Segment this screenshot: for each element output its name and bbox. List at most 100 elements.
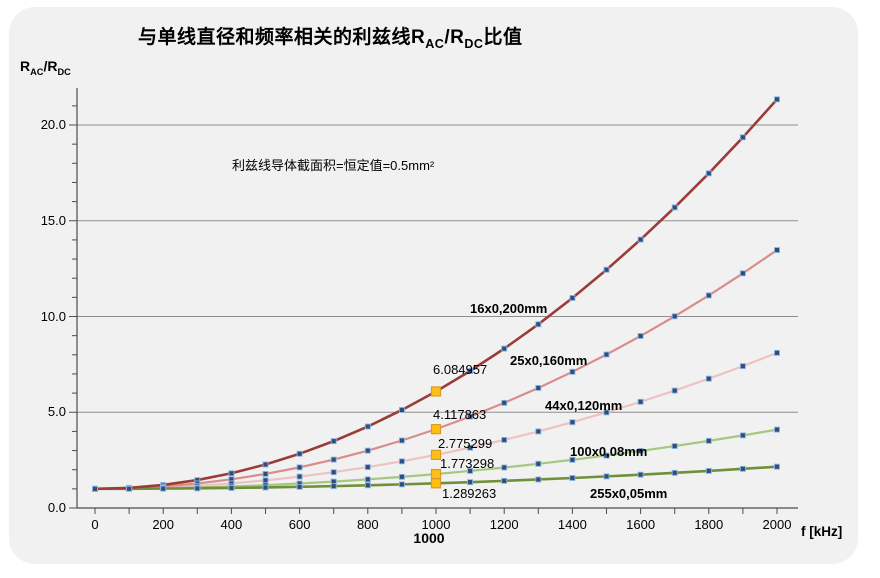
series-name-label-25x0,160mm: 25x0,160mm [510, 353, 588, 368]
marker-25x0,160mm-1700 [671, 313, 678, 320]
highlight-frequency-callout: 1000 [405, 529, 453, 548]
marker-44x0,120mm-1600 [637, 398, 644, 405]
highlight-marker-255x0,05mm [430, 478, 442, 489]
marker-255x0,05mm-300 [194, 485, 201, 492]
marker-255x0,05mm-1500 [603, 473, 610, 480]
series-value-label-25x0,160mm: 4.117863 [433, 407, 487, 422]
series-value-label-255x0,05mm: 1.289263 [442, 486, 497, 501]
marker-100x0,08mm-1900 [739, 432, 746, 439]
marker-25x0,160mm-700 [330, 456, 337, 463]
marker-100x0,08mm-1700 [671, 443, 678, 449]
marker-44x0,120mm-700 [330, 469, 337, 476]
marker-255x0,05mm-1400 [569, 475, 576, 481]
chart-title-prefix: 与单线直径和频率相关的利兹线 [138, 27, 412, 48]
marker-44x0,120mm-1500 [603, 409, 610, 416]
marker-44x0,120mm-900 [398, 458, 405, 465]
marker-255x0,05mm-1600 [637, 471, 644, 478]
marker-44x0,120mm-1900 [739, 363, 746, 370]
marker-16x0,200mm-500 [262, 461, 269, 468]
chart-title-suffix: 比值 [483, 27, 523, 48]
marker-100x0,08mm-800 [364, 476, 371, 483]
marker-44x0,120mm-1100 [467, 444, 474, 451]
y-axis-title: RAC/RDC [20, 58, 71, 77]
marker-16x0,200mm-600 [296, 450, 303, 457]
marker-16x0,200mm-1600 [637, 236, 644, 243]
marker-16x0,200mm-1500 [603, 266, 610, 273]
marker-25x0,160mm-1100 [467, 413, 474, 420]
marker-255x0,05mm-1800 [705, 467, 712, 474]
marker-25x0,160mm-1300 [535, 384, 542, 391]
x-tick-label-2000: 2000 [762, 517, 792, 532]
x-tick-label-600: 600 [288, 517, 311, 532]
marker-100x0,08mm-900 [398, 473, 405, 480]
marker-44x0,120mm-500 [262, 477, 269, 484]
marker-255x0,05mm-800 [364, 482, 371, 489]
marker-25x0,160mm-1200 [501, 399, 508, 406]
y-tick-label-15: 15.0 [40, 212, 66, 228]
marker-255x0,05mm-500 [262, 484, 269, 491]
marker-100x0,08mm-1300 [535, 460, 542, 467]
x-tick-label-1400: 1400 [557, 517, 587, 532]
series-value-label-44x0,120mm: 2.775299 [438, 436, 493, 451]
marker-255x0,05mm-0 [92, 485, 98, 492]
series-name-label-100x0,08mm: 100x0,08mm [570, 444, 648, 459]
x-tick-label-1200: 1200 [489, 517, 519, 532]
marker-25x0,160mm-1500 [603, 351, 610, 358]
series-value-label-100x0,08mm: 1.773298 [440, 456, 495, 471]
marker-44x0,120mm-800 [364, 464, 371, 471]
series-name-label-44x0,120mm: 44x0,120mm [545, 398, 623, 413]
chart-title-sub-ac: AC [425, 36, 445, 51]
marker-44x0,120mm-600 [296, 473, 303, 480]
y-tick-label-20: 20.0 [40, 117, 66, 132]
x-tick-label-800: 800 [356, 517, 379, 532]
marker-25x0,160mm-1800 [705, 292, 712, 299]
x-tick-label-1800: 1800 [694, 517, 724, 532]
marker-44x0,120mm-1400 [569, 419, 576, 426]
marker-16x0,200mm-400 [228, 470, 235, 477]
constant-area-annotation: 利兹线导体截面积=恒定值=0.5mm² [232, 158, 435, 173]
chart-title-r1: R [411, 27, 426, 48]
marker-100x0,08mm-1600 [637, 447, 644, 454]
chart-title-r2: R [450, 27, 465, 48]
x-tick-label-1000: 1000 [421, 517, 451, 532]
marker-255x0,05mm-1700 [671, 469, 678, 476]
marker-100x0,08mm-1100 [467, 467, 474, 474]
series-value-label-16x0,200mm: 6.084957 [433, 362, 488, 377]
marker-16x0,200mm-1800 [705, 170, 712, 177]
marker-16x0,200mm-1200 [501, 345, 508, 352]
marker-25x0,160mm-500 [262, 470, 269, 477]
marker-255x0,05mm-2000 [774, 463, 780, 470]
marker-25x0,160mm-1600 [637, 333, 644, 339]
y-title-r1: R [20, 58, 31, 74]
marker-100x0,08mm-1500 [603, 452, 610, 459]
y-tick-label-10: 10.0 [40, 308, 66, 324]
marker-16x0,200mm-2000 [774, 96, 780, 103]
marker-44x0,120mm-1800 [705, 375, 712, 382]
marker-16x0,200mm-700 [330, 438, 337, 445]
highlight-marker-25x0,160mm [430, 424, 442, 435]
marker-255x0,05mm-1900 [739, 465, 746, 472]
marker-16x0,200mm-1900 [739, 134, 746, 141]
chart-title: 与单线直径和频率相关的利兹线RAC/RDC比值 [138, 22, 523, 51]
marker-25x0,160mm-600 [296, 464, 303, 471]
marker-44x0,120mm-2000 [774, 349, 780, 356]
marker-25x0,160mm-1400 [569, 368, 576, 375]
marker-44x0,120mm-1300 [535, 428, 542, 435]
series-name-label-255x0,05mm: 255x0,05mm [590, 486, 668, 501]
marker-255x0,05mm-700 [330, 483, 337, 490]
highlight-marker-44x0,120mm [430, 449, 442, 460]
marker-255x0,05mm-400 [228, 485, 235, 491]
marker-255x0,05mm-600 [296, 483, 303, 490]
y-tick-label-5: 5.0 [47, 404, 66, 420]
x-tick-label-400: 400 [220, 517, 243, 532]
marker-100x0,08mm-1200 [501, 464, 508, 471]
marker-44x0,120mm-1700 [671, 387, 678, 394]
x-tick-label-0: 0 [91, 517, 99, 532]
y-title-sub-dc: DC [57, 66, 71, 77]
y-title-r2: R [47, 58, 58, 74]
marker-16x0,200mm-800 [364, 423, 371, 430]
marker-44x0,120mm-1200 [501, 436, 508, 443]
marker-25x0,160mm-2000 [774, 247, 780, 253]
